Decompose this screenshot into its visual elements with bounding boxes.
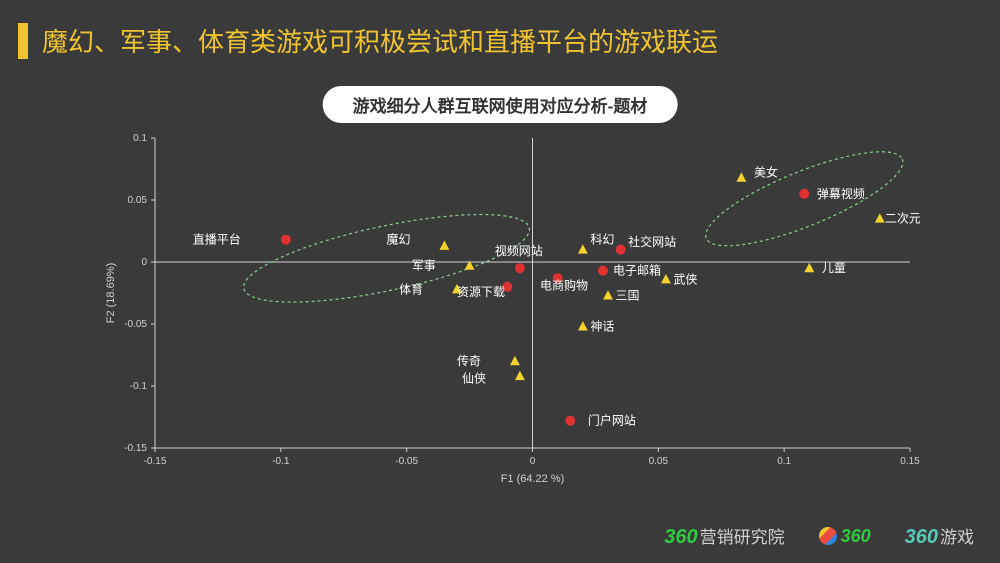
brand-360-assistant: 360 xyxy=(819,526,871,547)
svg-text:-0.15: -0.15 xyxy=(144,456,167,467)
svg-text:0.1: 0.1 xyxy=(777,456,791,467)
svg-text:-0.05: -0.05 xyxy=(395,456,418,467)
svg-text:美女: 美女 xyxy=(754,165,778,180)
svg-text:0.1: 0.1 xyxy=(133,133,147,144)
svg-text:0.15: 0.15 xyxy=(900,456,920,467)
svg-text:科幻: 科幻 xyxy=(590,233,614,247)
svg-text:0: 0 xyxy=(530,456,536,467)
svg-text:-0.05: -0.05 xyxy=(124,319,147,330)
svg-text:神话: 神话 xyxy=(590,319,614,333)
svg-text:0.05: 0.05 xyxy=(128,195,148,206)
svg-text:电商购物: 电商购物 xyxy=(540,278,588,293)
scatter-chart: -0.15 -0.1 -0.05 0 0.05 0.1 0.15 -0.15 -0.1 -0.05… xyxy=(100,128,920,488)
header-title: 魔幻、军事、体育类游戏可积极尝试和直播平台的游戏联运 xyxy=(42,22,718,59)
svg-text:视频网站: 视频网站 xyxy=(495,243,543,258)
svg-text:军事: 军事 xyxy=(412,259,436,273)
svg-text:F2 (18.69%): F2 (18.69%) xyxy=(105,263,117,324)
slide-header: 魔幻、军事、体育类游戏可积极尝试和直播平台的游戏联运 xyxy=(0,0,1000,59)
svg-text:二次元: 二次元 xyxy=(885,212,920,226)
brand-360-marketing: 360营销研究院 xyxy=(664,523,784,549)
svg-text:武侠: 武侠 xyxy=(673,272,697,286)
svg-text:门户网站: 门户网站 xyxy=(588,413,636,428)
svg-text:0.05: 0.05 xyxy=(649,456,669,467)
svg-text:仙侠: 仙侠 xyxy=(462,372,486,386)
svg-text:0: 0 xyxy=(141,257,147,268)
chart-subtitle: 游戏细分人群互联网使用对应分析-题材 xyxy=(323,86,678,123)
svg-text:体育: 体育 xyxy=(399,281,423,296)
svg-text:资源下载: 资源下载 xyxy=(457,285,505,299)
svg-text:儿童: 儿童 xyxy=(822,260,846,275)
brand-360-games: 360游戏 xyxy=(905,523,974,549)
svg-text:弹幕视频: 弹幕视频 xyxy=(817,186,865,201)
footer-brands: 360营销研究院 360 360游戏 xyxy=(664,523,974,549)
chart-svg: -0.15 -0.1 -0.05 0 0.05 0.1 0.15 -0.15 -0.1 -0.05… xyxy=(100,128,920,488)
brand-blob-icon xyxy=(819,527,837,545)
svg-text:-0.1: -0.1 xyxy=(130,381,148,392)
svg-text:魔幻: 魔幻 xyxy=(387,232,411,247)
svg-text:-0.15: -0.15 xyxy=(124,443,147,454)
svg-text:电子邮箱: 电子邮箱 xyxy=(613,263,661,278)
svg-text:F1 (64.22 %): F1 (64.22 %) xyxy=(501,473,565,485)
svg-text:-0.1: -0.1 xyxy=(272,456,290,467)
header-accent-bar xyxy=(18,23,28,59)
svg-text:直播平台: 直播平台 xyxy=(193,232,241,247)
svg-text:三国: 三国 xyxy=(616,288,640,302)
svg-text:传奇: 传奇 xyxy=(457,353,481,368)
svg-text:社交网站: 社交网站 xyxy=(628,234,676,249)
